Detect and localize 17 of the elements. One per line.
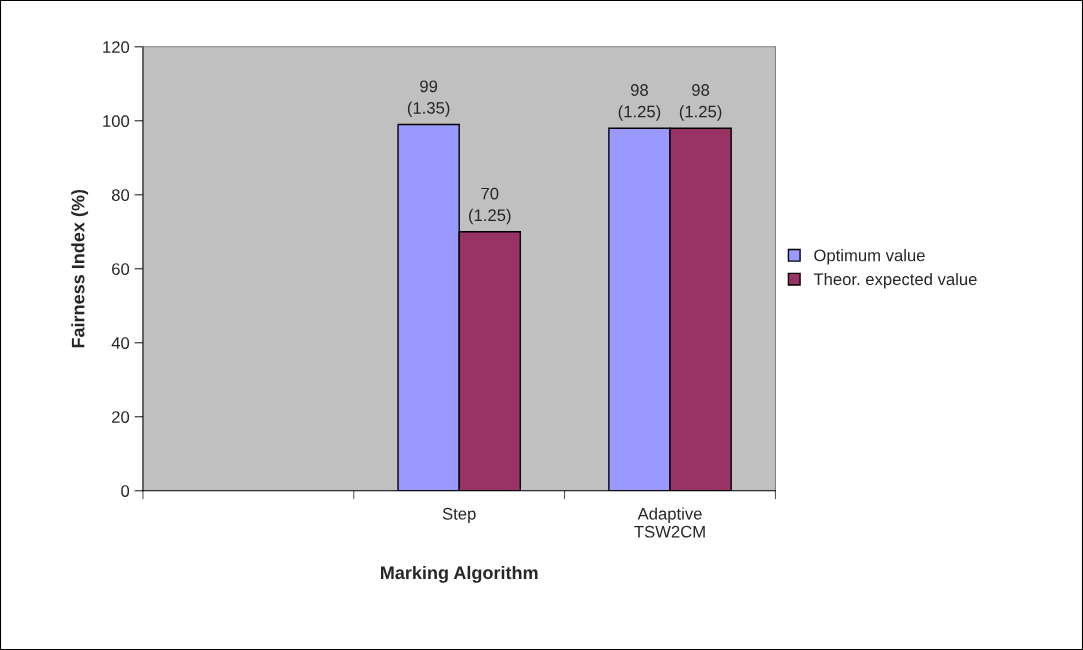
y-tick-label: 80	[111, 189, 130, 201]
x-tick-label: Adaptive TSW2CM	[634, 507, 705, 538]
x-axis-title: Marking Algorithm	[380, 565, 538, 583]
legend-label: Optimum value	[814, 249, 925, 265]
data-label: 99 (1.35)	[407, 80, 450, 118]
data-label: 98 (1.25)	[618, 84, 661, 121]
y-tick-label: 120	[103, 41, 130, 53]
data-label: 98 (1.25)	[679, 84, 722, 121]
y-tick-label: 100	[103, 115, 130, 127]
y-tick-label: 60	[112, 263, 130, 275]
data-label: 70 (1.25)	[469, 187, 511, 225]
y-axis-title: Fairness Index (%)	[71, 189, 89, 348]
legend-label: Theor. expected value	[813, 272, 977, 289]
y-tick-label: 20	[112, 411, 130, 423]
x-tick-label: Step	[442, 507, 476, 523]
y-tick-label: 0	[121, 485, 130, 497]
y-tick-label: 40	[111, 337, 130, 349]
